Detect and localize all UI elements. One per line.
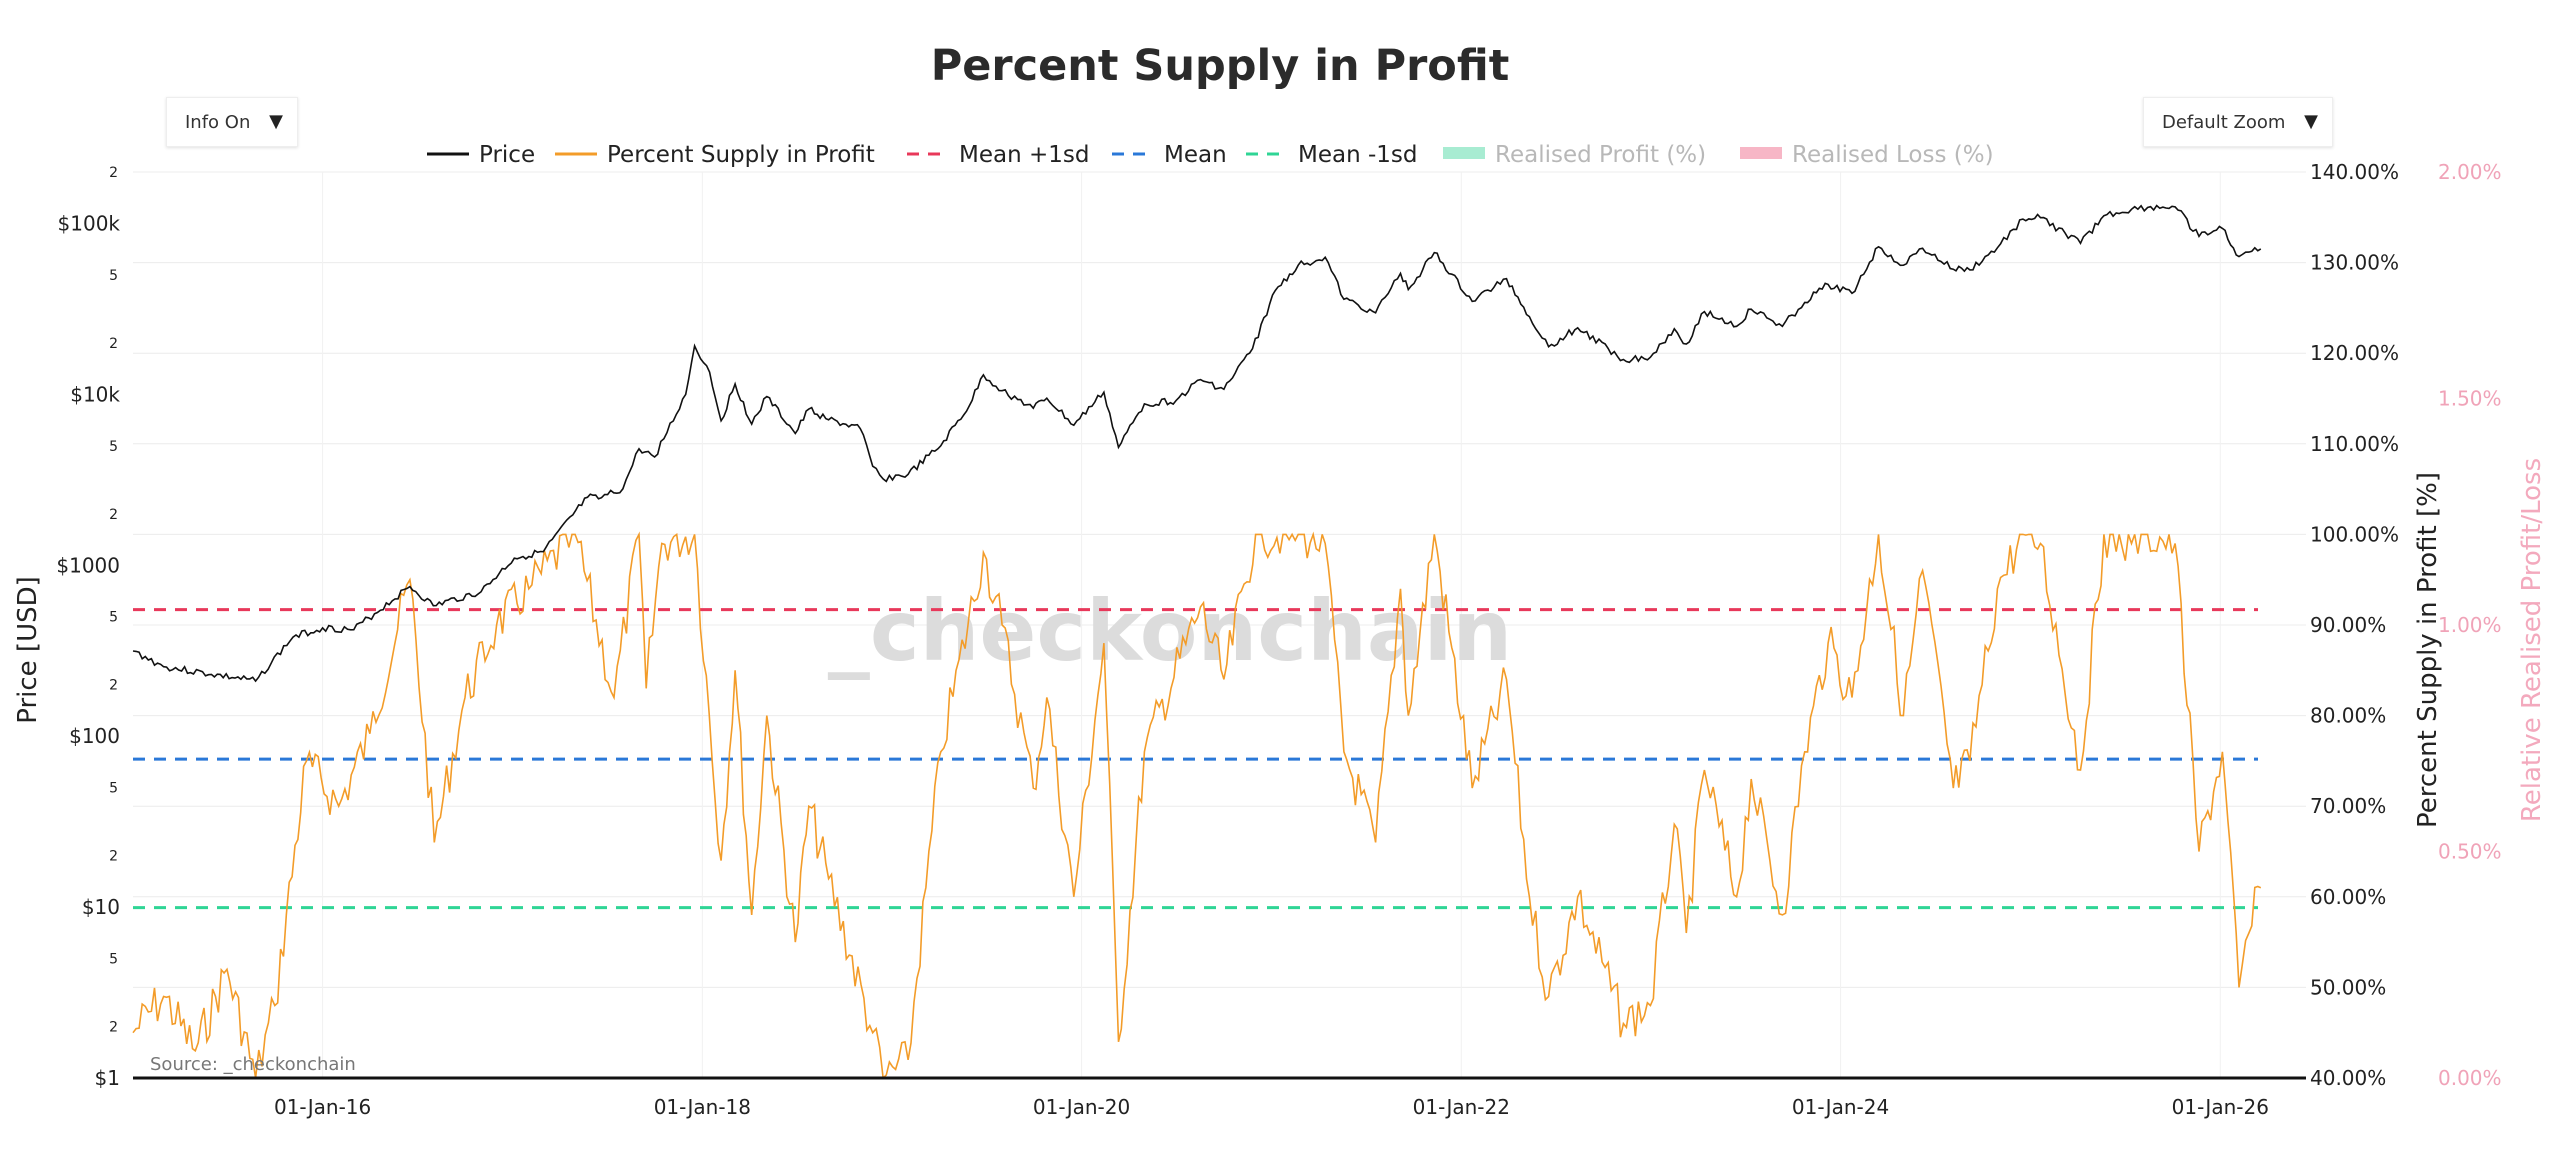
y-left-minor-tick-label: 5 <box>109 781 118 797</box>
x-tick-label: 01-Jan-26 <box>2172 1095 2269 1119</box>
y-right-tick-label: 70.00% <box>2310 794 2386 818</box>
y-right2-tick-label: 0.50% <box>2438 840 2502 864</box>
zoom-select-dropdown[interactable]: Default Zoom ▼ <box>2143 97 2333 147</box>
legend-swatch-band <box>1443 147 1485 159</box>
y-left-tick-label: $1 <box>95 1066 120 1090</box>
y-left-minor-tick-label: 2 <box>109 165 118 181</box>
y-right2-tick-label: 1.50% <box>2438 387 2502 411</box>
y-right2-tick-label: 0.00% <box>2438 1066 2502 1090</box>
series-line-percent-supply-in-profit <box>132 531 2262 1080</box>
source-note: Source: _checkonchain <box>150 1054 356 1075</box>
y-right-tick-label: 50.00% <box>2310 975 2386 999</box>
y-left-minor-tick-label: 2 <box>109 678 118 694</box>
y-axis-right-ticks: 40.00% 50.00% 60.00% 70.00% 80.00% 90.00% 100.… <box>2310 160 2399 1090</box>
y-left-minor-tick-label: 5 <box>109 268 118 284</box>
legend-item-label: Price <box>479 142 535 168</box>
x-axis-ticks: 01-Jan-16 01-Jan-18 01-Jan-20 01-Jan-22 01-J… <box>274 1095 2269 1119</box>
legend-item-label: Mean <box>1164 142 1227 168</box>
y-axis-left-title: Price [USD] <box>13 576 43 724</box>
y-left-minor-tick-label: 2 <box>109 507 118 523</box>
y-axis-right2-ticks: 0.00% 0.50% 1.00% 1.50% 2.00% <box>2438 160 2502 1090</box>
x-tick-label: 01-Jan-18 <box>654 1095 751 1119</box>
y-left-tick-label: $100 <box>69 724 120 748</box>
y-left-minor-tick-label: 2 <box>109 336 118 352</box>
x-tick-label: 01-Jan-16 <box>274 1095 371 1119</box>
watermark: _checkonchain <box>828 582 1512 680</box>
y-right2-tick-label: 1.00% <box>2438 613 2502 637</box>
x-tick-label: 01-Jan-22 <box>1413 1095 1510 1119</box>
y-right-tick-label: 120.00% <box>2310 341 2399 365</box>
y-right-tick-label: 110.00% <box>2310 432 2399 456</box>
info-toggle-dropdown[interactable]: Info On ▼ <box>166 97 298 147</box>
zoom-select-label: Default Zoom <box>2162 111 2286 133</box>
y-left-tick-label: $1000 <box>56 553 120 577</box>
chevron-down-icon: ▼ <box>269 111 283 132</box>
y-left-minor-tick-label: 5 <box>109 952 118 968</box>
x-tick-label: 01-Jan-24 <box>1792 1095 1889 1119</box>
y-right-tick-label: 80.00% <box>2310 704 2386 728</box>
y-right-tick-label: 60.00% <box>2310 885 2386 909</box>
legend-item-label: Percent Supply in Profit <box>607 142 875 168</box>
series-lines <box>132 204 2262 1080</box>
y-left-tick-label: $100k <box>58 211 121 235</box>
chart-title: Percent Supply in Profit <box>931 41 1510 91</box>
y-axis-left-ticks: $1 2 5 $10 2 5 $100 2 5 $1000 2 5 $10k 2 5 $100k 2 <box>56 165 120 1090</box>
y-right-tick-label: 40.00% <box>2310 1066 2386 1090</box>
series-line-price <box>132 204 2262 683</box>
y-left-minor-tick-label: 2 <box>109 849 118 865</box>
gridlines <box>133 171 2306 1079</box>
legend-item-label: Realised Profit (%) <box>1495 142 1706 168</box>
legend-swatch-band <box>1740 147 1782 159</box>
y-axis-right2-title: Relative Realised Profit/Loss <box>2517 458 2547 822</box>
x-tick-label: 01-Jan-20 <box>1033 1095 1130 1119</box>
y-right2-tick-label: 2.00% <box>2438 160 2502 184</box>
y-left-minor-tick-label: 2 <box>109 1020 118 1036</box>
legend-item-label: Mean +1sd <box>959 142 1089 168</box>
y-left-tick-label: $10 <box>82 895 120 919</box>
y-right-tick-label: 140.00% <box>2310 160 2399 184</box>
legend-item-label: Realised Loss (%) <box>1792 142 1994 168</box>
legend-item-label: Mean -1sd <box>1298 142 1418 168</box>
y-right-tick-label: 130.00% <box>2310 251 2399 275</box>
y-axis-right-title: Percent Supply in Profit [%] <box>2413 472 2443 828</box>
y-right-tick-label: 100.00% <box>2310 522 2399 546</box>
y-left-minor-tick-label: 5 <box>109 610 118 626</box>
y-right-tick-label: 90.00% <box>2310 613 2386 637</box>
legend: Price Percent Supply in Profit Mean +1sd Me… <box>427 142 1994 168</box>
y-left-minor-tick-label: 5 <box>109 439 118 455</box>
mean-bands <box>133 608 2258 910</box>
y-left-tick-label: $10k <box>70 382 120 406</box>
chevron-down-icon: ▼ <box>2304 111 2318 132</box>
info-toggle-label: Info On <box>185 111 251 133</box>
